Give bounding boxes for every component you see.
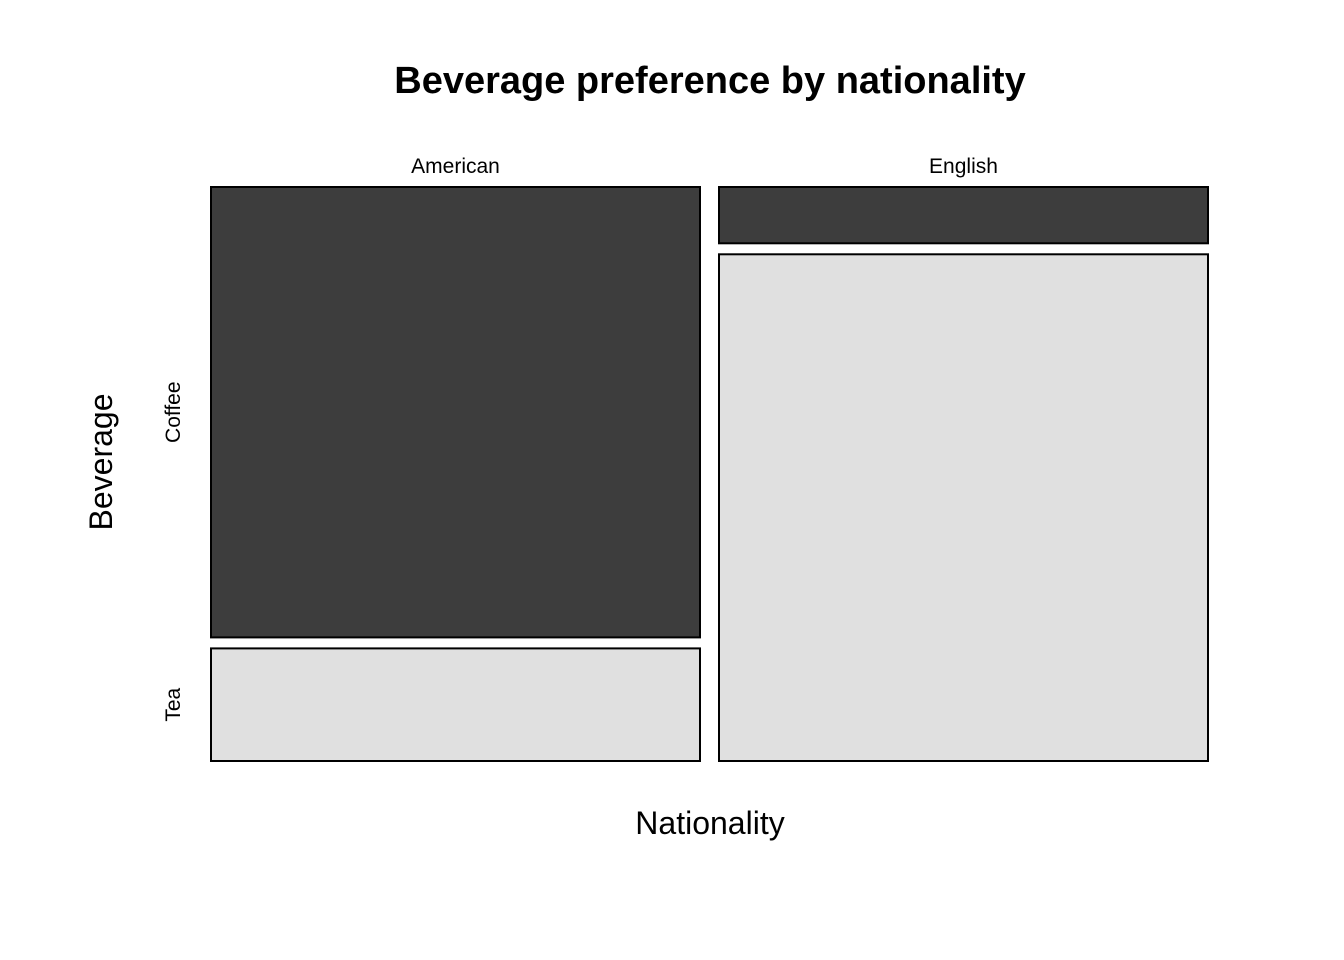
x-tick-label-english: English [929, 155, 998, 178]
y-tick-label-coffee: Coffee [162, 381, 185, 443]
x-axis-label: Nationality [635, 805, 784, 841]
y-tick-label-tea: Tea [162, 687, 185, 721]
tile-english-coffee [718, 186, 1209, 245]
y-tick-labels: Coffee Tea [162, 381, 185, 721]
tile-american-coffee [210, 186, 701, 639]
tile-american-tea [210, 647, 701, 763]
chart-title: Beverage preference by nationality [394, 60, 1025, 102]
x-tick-labels: American English [411, 155, 998, 178]
y-axis-label: Beverage [83, 394, 119, 531]
tile-english-tea [718, 253, 1209, 763]
mosaic-tiles [210, 186, 1209, 763]
x-tick-label-american: American [411, 155, 500, 178]
